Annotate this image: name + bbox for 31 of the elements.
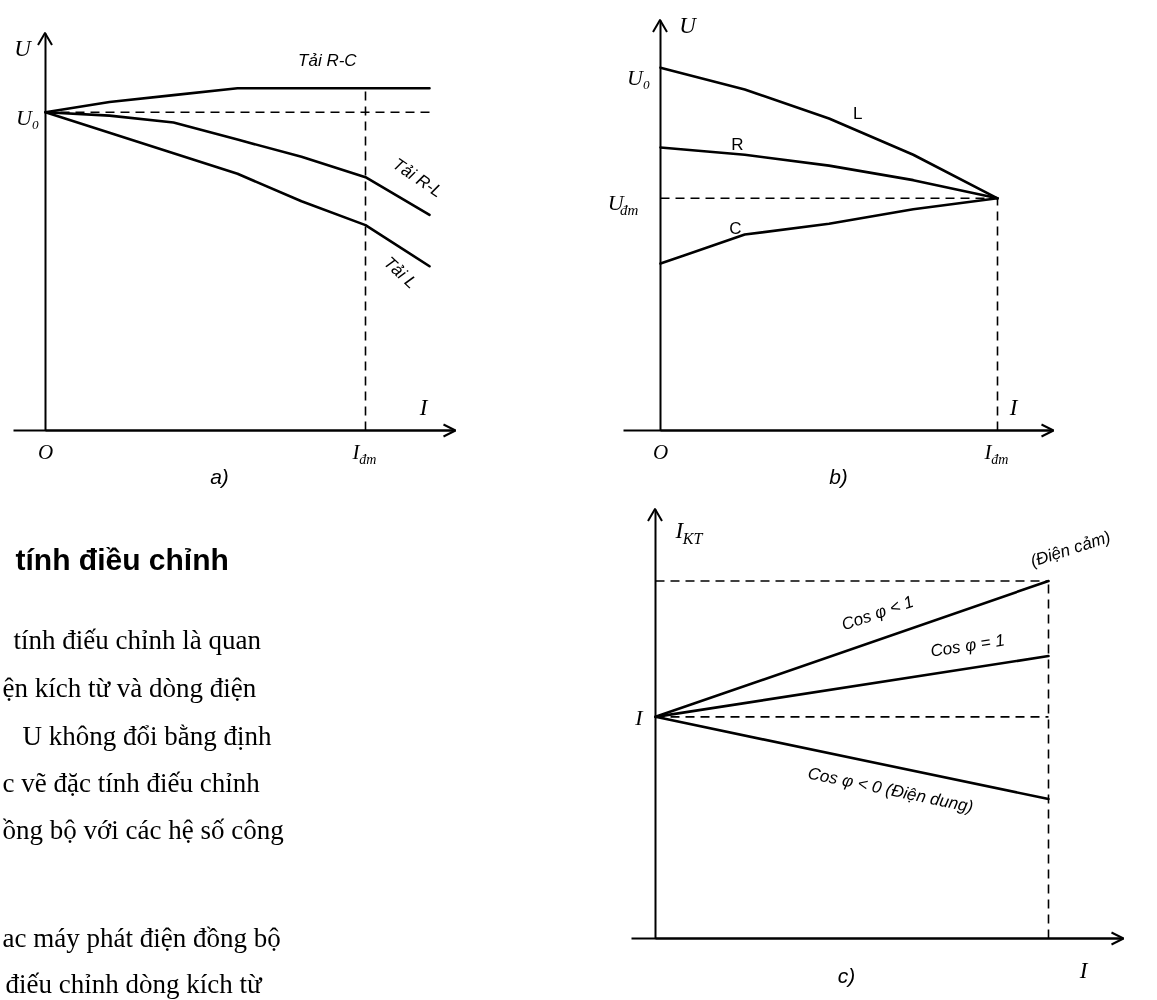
series-label: Tải R-C bbox=[298, 50, 358, 70]
series-label: L bbox=[852, 104, 863, 124]
x-tick-label: O bbox=[37, 440, 54, 465]
x-axis-title: I bbox=[1008, 395, 1019, 420]
text: Cos φ < 1 bbox=[839, 591, 917, 635]
text: U không đổi bằng định bbox=[22, 720, 272, 751]
series-label: R bbox=[731, 134, 744, 154]
text: ện kích từ và dòng điện bbox=[2, 672, 257, 703]
annotation: U₀ bbox=[626, 65, 651, 91]
text: tính điếu chỉnh là quan bbox=[13, 624, 262, 655]
x-axis-title: I bbox=[418, 395, 429, 420]
text: Tải L bbox=[380, 252, 421, 293]
text: điếu chỉnh dòng kích từ bbox=[5, 968, 263, 999]
text: c) bbox=[837, 964, 856, 987]
text: Tải R-L bbox=[389, 154, 446, 202]
text: Cos φ < 0 (Điện dung) bbox=[806, 763, 975, 817]
text: c vẽ đặc tính điếu chỉnh bbox=[2, 767, 261, 798]
text: tính điều chỉnh bbox=[15, 543, 229, 576]
text: a) bbox=[210, 465, 229, 488]
y-axis-title: U bbox=[14, 36, 33, 61]
ref-line-label: U₀ bbox=[15, 104, 40, 130]
ref-line-label: I bbox=[634, 705, 645, 731]
text: Cos φ = 1 bbox=[929, 630, 1006, 661]
x-axis-title: I bbox=[1078, 958, 1089, 983]
text: ac máy phát điện đồng bộ bbox=[2, 922, 281, 953]
y-axis-title: U bbox=[679, 13, 698, 38]
text: (Điện cảm) bbox=[1028, 527, 1113, 571]
series-label: C bbox=[729, 219, 742, 239]
text: b) bbox=[829, 465, 848, 488]
x-tick-label: O bbox=[652, 440, 669, 465]
text: ồng bộ với các hệ số công bbox=[2, 814, 284, 845]
